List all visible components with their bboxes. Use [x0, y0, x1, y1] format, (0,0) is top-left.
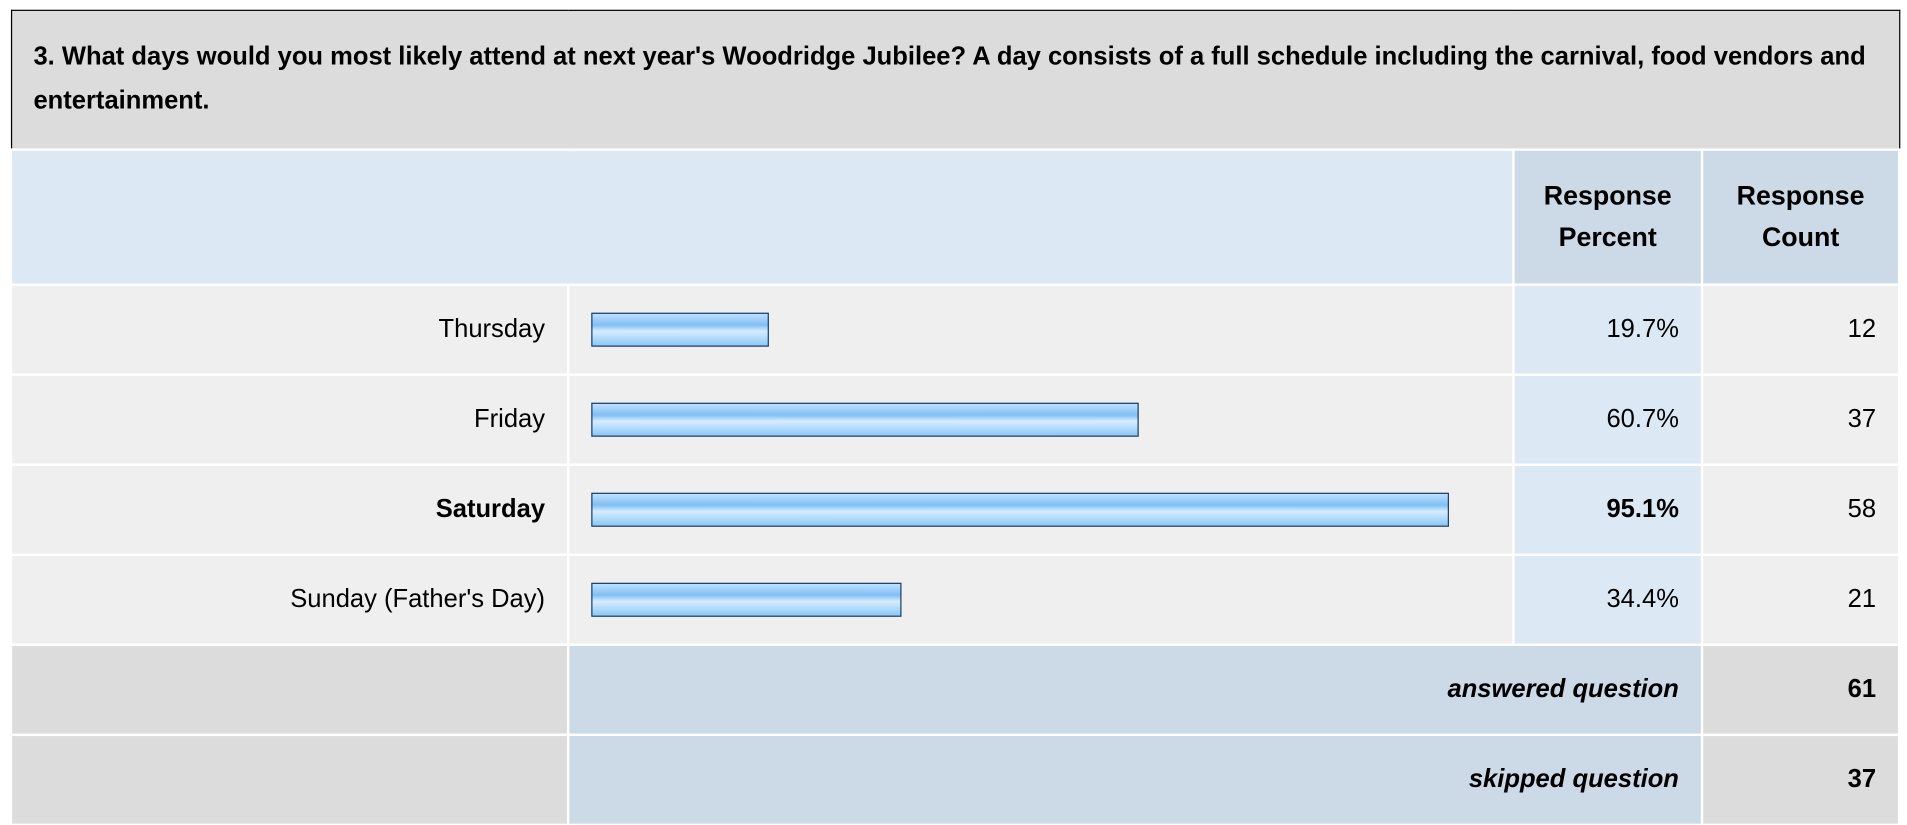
- header-blank: [9, 147, 1515, 286]
- summary-row: skipped question 37: [9, 733, 1901, 825]
- option-label: Saturday: [9, 462, 570, 556]
- bar: [591, 582, 902, 617]
- bar-cell: [566, 282, 1515, 376]
- bar-cell: [566, 552, 1515, 646]
- response-percent: 60.7%: [1512, 372, 1704, 466]
- response-percent: 34.4%: [1512, 552, 1704, 646]
- response-row: Friday 60.7% 37: [9, 372, 1901, 466]
- response-percent: 95.1%: [1512, 462, 1704, 556]
- response-count: 12: [1700, 282, 1901, 376]
- response-count: 37: [1700, 372, 1901, 466]
- bar: [591, 402, 1139, 437]
- response-count: 58: [1700, 462, 1901, 556]
- summary-label: skipped question: [566, 733, 1704, 825]
- bar: [591, 312, 769, 347]
- option-label: Friday: [9, 372, 570, 466]
- header-percent: Response Percent: [1512, 147, 1704, 286]
- option-label: Sunday (Father's Day): [9, 552, 570, 646]
- summary-count: 37: [1700, 733, 1901, 825]
- bar: [591, 492, 1449, 527]
- summary-label: answered question: [566, 642, 1704, 736]
- response-count: 21: [1700, 552, 1901, 646]
- bar-cell: [566, 372, 1515, 466]
- response-row: Thursday 19.7% 12: [9, 282, 1901, 376]
- response-percent: 19.7%: [1512, 282, 1704, 376]
- response-row: Saturday 95.1% 58: [9, 462, 1901, 556]
- option-label: Thursday: [9, 282, 570, 376]
- bar-cell: [566, 462, 1515, 556]
- header-count: Response Count: [1700, 147, 1901, 286]
- response-row: Sunday (Father's Day) 34.4% 21: [9, 552, 1901, 646]
- summary-blank: [9, 642, 570, 736]
- question: 3. What days would you most likely atten…: [10, 10, 1900, 151]
- summary-row: answered question 61: [9, 642, 1901, 736]
- summary-count: 61: [1700, 642, 1901, 736]
- result-table: 3. What days would you most likely atten…: [9, 9, 1901, 825]
- summary-blank: [9, 733, 570, 825]
